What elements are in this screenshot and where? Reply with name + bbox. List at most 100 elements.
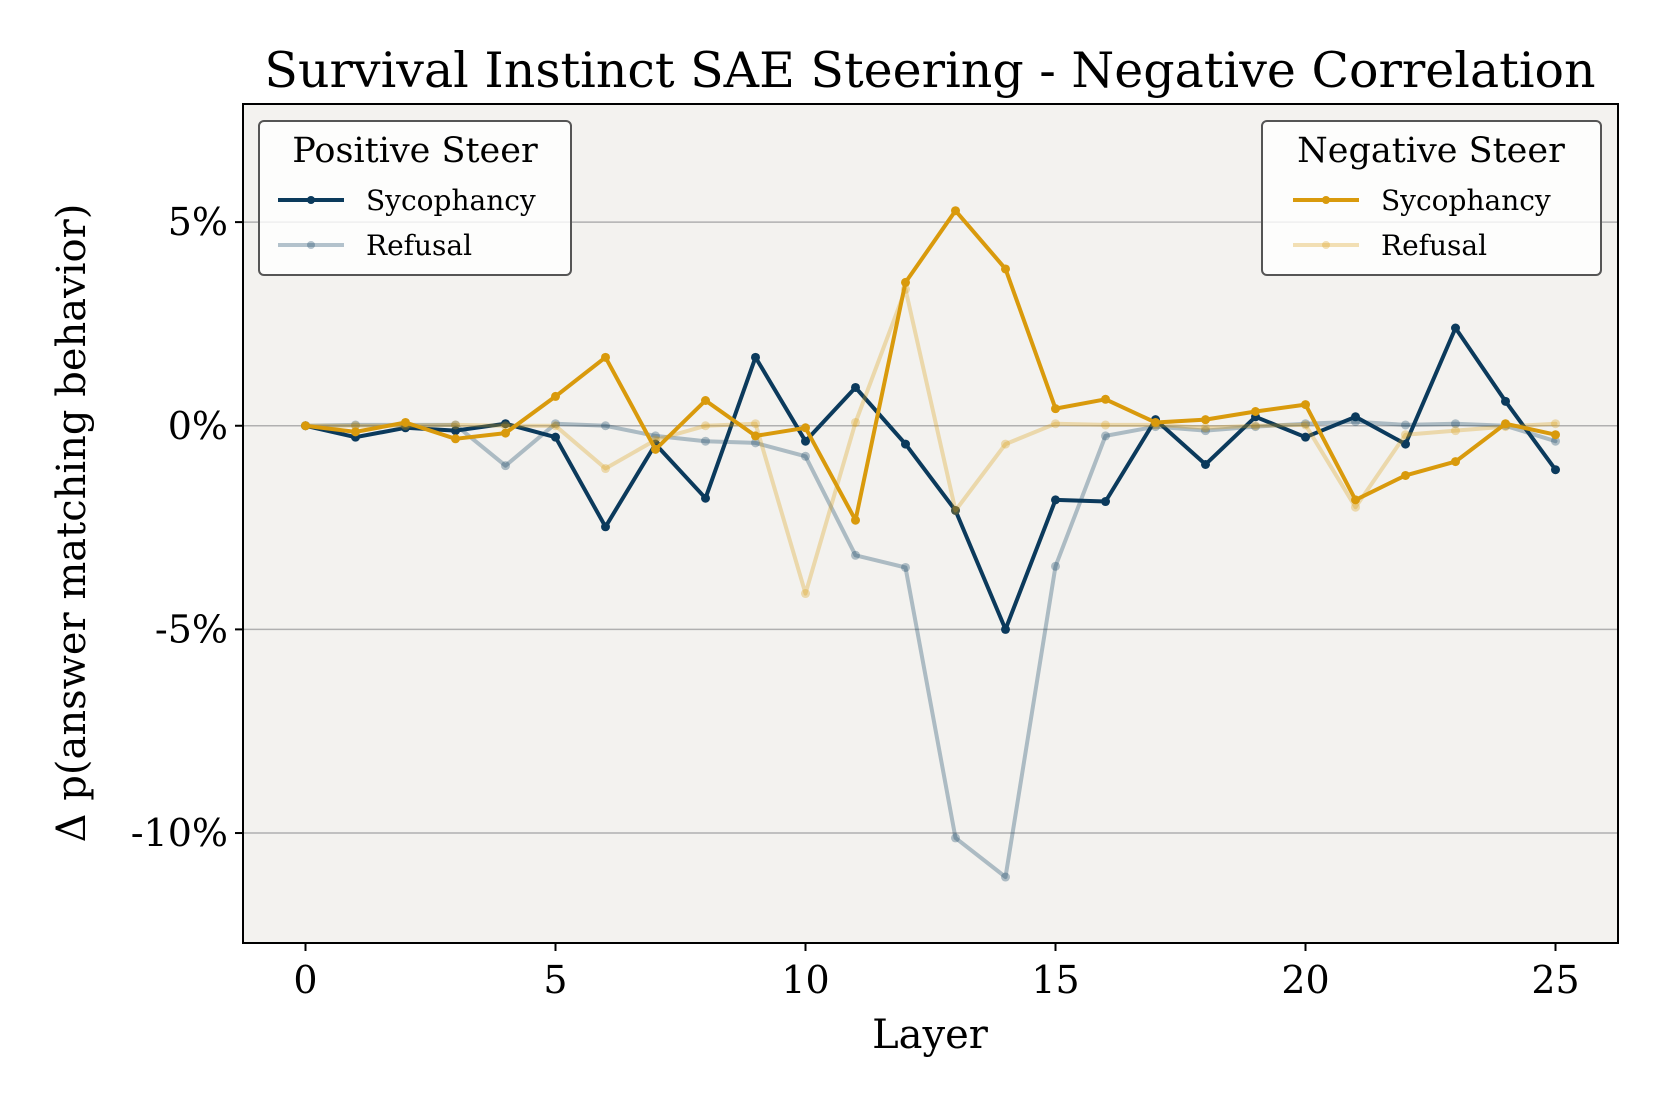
x-tick-label: 5 — [543, 958, 567, 1002]
data-point-negative-steer-sycophancy — [1301, 400, 1310, 410]
data-point-negative-steer-sycophancy — [651, 444, 660, 454]
data-point-positive-steer-refusal — [651, 431, 660, 441]
data-point-negative-steer-refusal — [1001, 439, 1010, 449]
x-tick-label: 25 — [1531, 958, 1579, 1002]
data-point-negative-steer-sycophancy — [601, 352, 610, 362]
data-point-positive-steer-sycophancy — [1051, 495, 1060, 505]
data-point-negative-steer-refusal — [1451, 426, 1460, 436]
data-point-negative-steer-refusal — [1401, 430, 1410, 440]
data-point-negative-steer-refusal — [851, 417, 860, 427]
data-point-negative-steer-refusal — [951, 505, 960, 515]
data-point-negative-steer-refusal — [1151, 420, 1160, 430]
plot-frame — [242, 103, 1619, 944]
data-point-positive-steer-sycophancy — [551, 432, 560, 442]
data-point-negative-steer-sycophancy — [1151, 417, 1160, 427]
data-point-positive-steer-sycophancy — [701, 493, 710, 503]
data-point-negative-steer-refusal — [451, 420, 460, 430]
data-point-negative-steer-sycophancy — [1051, 404, 1060, 414]
x-axis-label: Layer — [872, 1012, 989, 1058]
data-point-positive-steer-refusal — [601, 421, 610, 431]
data-point-positive-steer-sycophancy — [851, 382, 860, 392]
data-point-negative-steer-refusal — [551, 421, 560, 431]
data-point-positive-steer-sycophancy — [1351, 412, 1360, 422]
data-point-positive-steer-refusal — [1351, 417, 1360, 427]
data-point-positive-steer-sycophancy — [1451, 323, 1460, 333]
data-point-negative-steer-refusal — [1101, 420, 1110, 430]
series-layer — [301, 206, 1560, 882]
data-point-negative-steer-refusal — [351, 421, 360, 431]
data-point-positive-steer-refusal — [751, 438, 760, 448]
legend-negative-sycophancy-label: Sycophancy — [1381, 184, 1551, 217]
data-point-positive-steer-refusal — [1251, 422, 1260, 432]
y-tick-label: 5% — [168, 200, 228, 244]
data-point-positive-steer-refusal — [1201, 426, 1210, 436]
data-point-positive-steer-refusal — [1551, 436, 1560, 446]
data-point-negative-steer-refusal — [301, 421, 310, 431]
data-point-negative-steer-sycophancy — [701, 396, 710, 406]
data-point-negative-steer-sycophancy — [801, 423, 810, 433]
data-point-negative-steer-sycophancy — [1001, 264, 1010, 274]
data-point-positive-steer-sycophancy — [1501, 396, 1510, 406]
chart-title: Survival Instinct SAE Steering - Negativ… — [264, 42, 1595, 99]
data-point-positive-steer-refusal — [801, 451, 810, 461]
data-point-negative-steer-refusal — [1301, 420, 1310, 430]
data-point-negative-steer-sycophancy — [751, 431, 760, 441]
data-point-negative-steer-sycophancy — [351, 427, 360, 437]
legend-negative-refusal-marker — [1322, 241, 1330, 249]
data-point-negative-steer-refusal — [1051, 419, 1060, 429]
data-point-negative-steer-refusal — [1251, 421, 1260, 431]
data-point-positive-steer-sycophancy — [451, 426, 460, 436]
axis-ticks: 5% 0% -5% -10% 0 5 10 15 20 25 — [131, 200, 1580, 1002]
data-point-negative-steer-sycophancy — [1351, 495, 1360, 505]
data-point-negative-steer-refusal — [651, 435, 660, 445]
legend-positive-steer: Positive Steer Sycophancy Refusal — [258, 120, 572, 276]
legend-negative-refusal-label: Refusal — [1381, 229, 1487, 262]
data-point-negative-steer-refusal — [701, 421, 710, 431]
data-point-positive-steer-refusal — [901, 562, 910, 572]
data-point-positive-steer-sycophancy — [1001, 624, 1010, 634]
data-point-positive-steer-sycophancy — [1201, 459, 1210, 469]
data-point-positive-steer-sycophancy — [901, 439, 910, 449]
data-point-negative-steer-refusal — [751, 419, 760, 429]
data-point-positive-steer-sycophancy — [501, 419, 510, 429]
data-point-negative-steer-sycophancy — [1201, 415, 1210, 425]
data-point-positive-steer-refusal — [951, 833, 960, 843]
data-point-negative-steer-sycophancy — [301, 421, 310, 431]
data-point-positive-steer-refusal — [1051, 561, 1060, 571]
data-point-negative-steer-refusal — [1201, 423, 1210, 433]
data-point-positive-steer-refusal — [701, 436, 710, 446]
data-point-positive-steer-refusal — [851, 550, 860, 560]
series-line-negative-steer-sycophancy — [303, 208, 1558, 523]
y-axis-label: Δ p(answer matching behavior) — [49, 204, 95, 843]
data-point-positive-steer-refusal — [1401, 420, 1410, 430]
data-point-negative-steer-refusal — [601, 464, 610, 474]
data-point-negative-steer-sycophancy — [1551, 430, 1560, 440]
data-point-positive-steer-sycophancy — [751, 352, 760, 362]
data-point-positive-steer-refusal — [1451, 419, 1460, 429]
y-tick-label: -5% — [155, 607, 228, 651]
data-point-negative-steer-refusal — [1351, 502, 1360, 512]
data-point-negative-steer-refusal — [801, 589, 810, 599]
legend-positive-refusal-marker — [307, 241, 315, 249]
legend-positive-sycophancy-marker — [307, 196, 315, 204]
data-point-positive-steer-sycophancy — [601, 522, 610, 532]
x-tick-label: 20 — [1281, 958, 1329, 1002]
data-point-positive-steer-refusal — [501, 461, 510, 471]
data-point-negative-steer-sycophancy — [1401, 470, 1410, 480]
data-point-negative-steer-refusal — [1501, 422, 1510, 432]
legend-positive-sycophancy-label: Sycophancy — [366, 184, 536, 217]
data-point-negative-steer-sycophancy — [851, 515, 860, 525]
legend-negative-box — [1261, 120, 1602, 276]
data-point-negative-steer-sycophancy — [551, 391, 560, 401]
legend-positive-refusal-label: Refusal — [366, 229, 472, 262]
data-point-negative-steer-sycophancy — [951, 206, 960, 216]
data-point-negative-steer-refusal — [1551, 419, 1560, 429]
series-line-positive-steer-refusal — [303, 419, 1558, 879]
data-point-positive-steer-refusal — [1301, 419, 1310, 429]
legend-positive-box — [258, 120, 572, 276]
data-point-negative-steer-sycophancy — [1251, 406, 1260, 416]
legend-negative-title: Negative Steer — [1297, 131, 1565, 171]
data-point-negative-steer-refusal — [501, 421, 510, 431]
data-point-negative-steer-sycophancy — [401, 417, 410, 427]
